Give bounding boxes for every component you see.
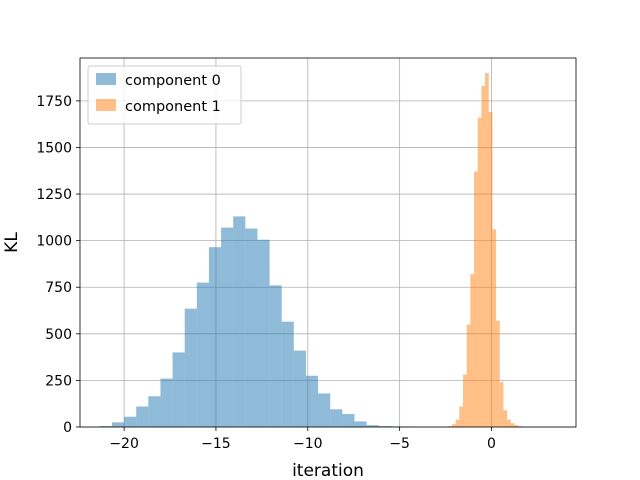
- axis-ticks: −20 −15 −10 −5 0 0 250 500 750 1000 1250 1500 1750: [36, 94, 496, 452]
- histogram-bar-component-1: [503, 410, 508, 427]
- histogram-bar-component-0: [305, 375, 319, 427]
- histogram-bar-component-0: [245, 228, 258, 427]
- histogram-bar-component-1: [448, 426, 452, 427]
- histogram-bar-component-1: [455, 419, 460, 427]
- histogram-bar-component-1: [499, 382, 504, 427]
- histogram-bar-component-1: [452, 424, 456, 427]
- histogram-bar-component-0: [354, 421, 367, 427]
- histogram-bar-component-0: [269, 285, 282, 427]
- histogram-bar-component-1: [510, 423, 515, 427]
- x-tick-label: −5: [389, 436, 410, 452]
- histogram-bar-component-1: [485, 72, 489, 427]
- y-tick-label: 1500: [36, 140, 72, 156]
- histogram-bar-component-0: [99, 426, 112, 427]
- x-tick-label: −20: [109, 436, 139, 452]
- histogram-bar-component-1: [507, 419, 511, 427]
- histogram-bar-component-0: [257, 239, 270, 427]
- histogram-bar-component-0: [148, 396, 161, 427]
- y-tick-label: 0: [63, 420, 72, 436]
- histogram-bar-component-1: [459, 406, 464, 427]
- histogram-bar-component-1: [492, 229, 497, 427]
- histogram-bar-component-1: [474, 171, 478, 427]
- histogram-bar-component-0: [160, 378, 173, 427]
- histogram-bar-component-1: [496, 320, 500, 427]
- histogram-bar-component-0: [233, 216, 246, 427]
- histogram-bar-component-0: [293, 350, 306, 427]
- histogram-bar-component-0: [366, 425, 379, 427]
- x-tick-label: −10: [293, 436, 323, 452]
- y-tick-label: 1750: [36, 94, 72, 110]
- histogram-bar-component-1: [514, 425, 519, 427]
- histogram-bar-component-0: [221, 227, 234, 427]
- histogram-bar-component-0: [378, 426, 391, 427]
- histogram-bar-component-0: [136, 406, 149, 427]
- histogram-bar-component-0: [342, 413, 355, 427]
- legend-box: [87, 65, 242, 125]
- histogram-bar-component-0: [111, 422, 125, 427]
- histogram-bar-component-1: [477, 117, 482, 428]
- histogram-bar-component-0: [124, 416, 137, 427]
- histogram-bar-component-1: [470, 274, 475, 427]
- legend: component 0 component 1: [87, 65, 242, 125]
- y-tick-label: 250: [45, 373, 72, 389]
- legend-label-component-0: component 0: [125, 73, 221, 89]
- histogram-bar-component-1: [488, 112, 493, 427]
- y-axis-label: KL: [2, 232, 22, 253]
- histogram-bar-component-0: [330, 409, 343, 427]
- legend-swatch-component-0: [96, 73, 116, 85]
- histogram-bar-component-1: [466, 324, 471, 427]
- histogram-bar-component-0: [184, 308, 197, 427]
- histogram-bar-component-1: [518, 426, 522, 427]
- x-tick-label: −15: [201, 436, 231, 452]
- x-tick-label: 0: [487, 436, 496, 452]
- histogram-bars: [99, 72, 526, 428]
- y-tick-label: 1250: [36, 187, 72, 203]
- histogram-bar-component-0: [172, 352, 185, 427]
- y-tick-label: 750: [45, 280, 72, 296]
- legend-swatch-component-1: [96, 99, 116, 111]
- plot-frame: [79, 57, 577, 428]
- histogram-bar-component-0: [208, 247, 222, 427]
- histogram-bar-component-0: [281, 321, 294, 427]
- histogram-bar-component-0: [318, 393, 331, 427]
- histogram-bar-component-0: [196, 282, 209, 427]
- x-axis-label: iteration: [292, 461, 364, 480]
- histogram-bar-component-1: [481, 85, 486, 428]
- y-tick-label: 500: [45, 327, 72, 343]
- y-tick-label: 1000: [36, 234, 72, 250]
- histogram-bar-component-1: [463, 374, 467, 427]
- legend-label-component-1: component 1: [125, 99, 221, 115]
